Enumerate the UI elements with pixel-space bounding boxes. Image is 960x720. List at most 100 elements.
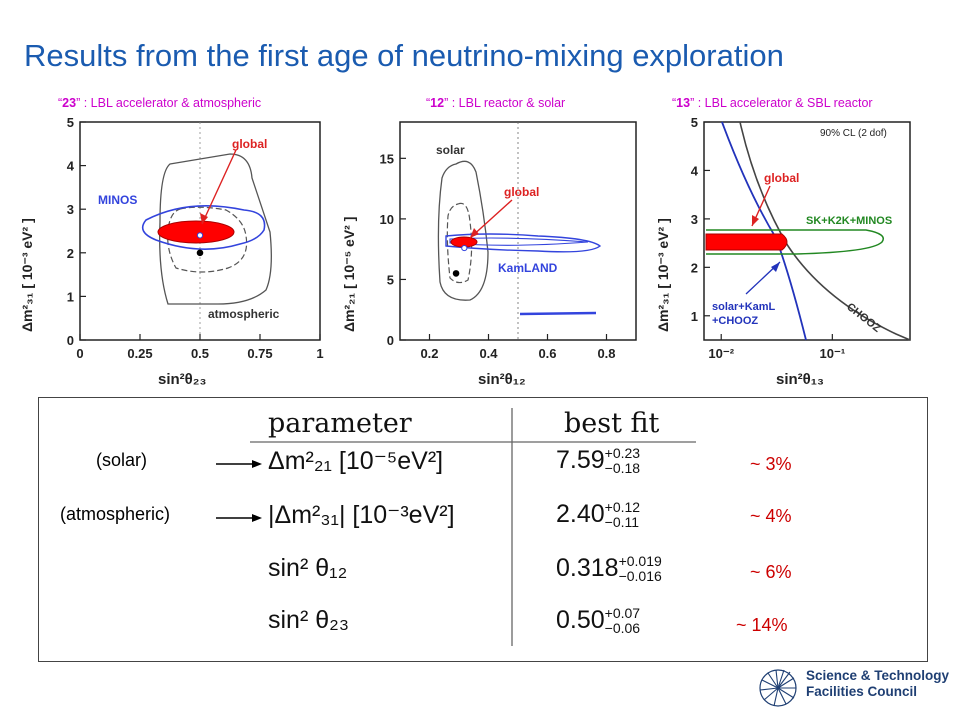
ticks: 0.2 0.4 0.6 0.8 0 5 10 15 [380,151,616,361]
annotation-solar-kaml-chooz: solar+KamL +CHOOZ [712,301,776,327]
y-tick-label-3: 3 [67,202,74,217]
subtitle-12: “12” : LBL reactor & solar [426,96,566,110]
value-base: 0.50 [556,606,605,634]
y-tick-label-4: 5 [691,115,698,130]
annotation-sk-k2k-minos: SK+K2K+MINOS [806,215,892,227]
solar-inner-contour [446,202,473,284]
y-tick-label-5: 5 [67,115,74,130]
subtitle-23: “23” : LBL accelerator & atmospheric [58,96,262,110]
row-label-1: (atmospheric) [60,504,171,524]
value-base: 0.318 [556,554,619,582]
value-lower-error: −0.016 [618,568,662,585]
annotation-global: global [504,185,539,199]
x-tick-label-2: 0.5 [191,346,209,361]
value-error: +0.23 −0.18 [605,446,640,476]
plot-frame [703,121,911,341]
x-tick-label-1: 0.25 [127,346,152,361]
y-tick-label-0: 1 [691,309,698,324]
kamland-inner-contour [449,237,589,246]
subtitle-13: “13” : LBL accelerator & SBL reactor [672,96,873,110]
parameter-table: parameter best fit [250,400,696,640]
table-param-1: |Δm²₃₁| [10⁻³eV²] [268,501,455,529]
x-tick-label-0: 0.2 [420,346,438,361]
slide-title: Results from the first age of neutrino-m… [24,38,784,73]
logo-line2: Facilities Council [806,684,918,699]
table-value-3: 0.50 +0.07 −0.06 [556,606,640,636]
value-upper-error: +0.07 [604,605,641,622]
kamland-band [519,311,597,316]
x-axis-label: sin²θ₂₃ [158,371,206,388]
annotation-atmospheric: atmospheric [208,307,280,321]
x-tick-label-0: 10⁻² [708,346,734,361]
point-global [461,244,468,252]
x-axis-label: sin²θ₁₂ [478,371,526,388]
annotation-solar-kaml-line1: solar+KamL [712,301,776,313]
precision-0: ~ 3% [750,454,792,474]
solar-kaml-arrowhead [771,262,780,272]
stfc-logo [742,664,952,710]
value-error: +0.019 −0.016 [619,554,662,584]
chart-theta23: 0 0.25 0.5 0.75 1 0 1 2 3 4 5 global MINOS atmosph… [19,115,324,388]
chart-theta13: 10⁻² 10⁻¹ 1 2 3 4 5 90% CL (2 dof) global SK+K… [655,115,911,388]
y-tick-label-0: 0 [67,333,74,348]
value-upper-error: +0.019 [618,553,662,570]
value-lower-error: −0.18 [604,460,641,477]
x-tick-label-3: 0.75 [247,346,272,361]
x-tick-label-1: 0.4 [479,346,498,361]
y-tick-label-1: 5 [387,272,394,287]
x-tick-label-0: 0 [76,346,83,361]
global-arrow [201,149,237,225]
atmospheric-contour [159,153,272,305]
table-header-parameter: parameter [268,408,412,439]
value-base: 7.59 [556,446,605,474]
y-tick-label-1: 2 [691,260,698,275]
annotation-global: global [232,137,267,151]
table-param-0: Δm²₂₁ [10⁻⁵eV²] [268,447,444,475]
row-arrow-0 [216,460,262,468]
value-base: 2.40 [556,500,605,528]
ticks: 0 0.25 0.5 0.75 1 0 1 2 3 4 5 [67,115,324,361]
x-tick-label-1: 10⁻¹ [820,346,846,361]
minos-contour [141,204,266,250]
y-tick-label-2: 10 [380,212,394,227]
precision-2: ~ 6% [750,562,792,582]
sk-k2k-minos-contour [706,229,884,255]
precision-3: ~ 14% [736,615,788,635]
kamland-contour [445,233,602,253]
value-lower-error: −0.11 [604,514,640,531]
y-tick-label-3: 15 [380,151,394,166]
global-fit-region [705,233,788,251]
chooz-curve [739,121,911,341]
annotation-solar: solar [436,143,465,157]
annotation-global: global [764,171,799,185]
global-arrowhead [200,213,208,224]
logo-line1: Science & Technology [806,668,950,683]
global-fit-region [157,220,235,244]
global-arrowhead [470,228,479,238]
ticks: 10⁻² 10⁻¹ 1 2 3 4 5 [691,115,845,361]
x-axis-label: sin²θ₁₃ [776,371,824,388]
y-tick-label-2: 3 [691,212,698,227]
stfc-logo-text: Science & Technology Facilities Council [806,668,949,700]
value-error: +0.12 −0.11 [605,500,640,530]
marks [196,232,204,257]
table-header-best-fit: best fit [564,408,660,439]
point-global [196,232,204,239]
global-arrowhead [752,215,759,226]
value-lower-error: −0.06 [604,620,641,637]
value-upper-error: +0.23 [604,445,641,462]
stfc-logo-mark [759,669,797,707]
table-value-2: 0.318 +0.019 −0.016 [556,554,662,584]
row-arrow-1 [216,514,262,522]
point-atmospheric [196,249,204,257]
solar-contour [437,160,489,301]
point-solar [452,270,460,277]
table-value-1: 2.40 +0.12 −0.11 [556,500,640,530]
y-axis-label: Δm²₃₁ [ 10⁻³ eV² ] [19,218,35,332]
x-tick-label-4: 1 [316,346,323,361]
y-tick-label-2: 2 [67,246,74,261]
y-tick-label-0: 0 [387,333,394,348]
table-value-0: 7.59 +0.23 −0.18 [556,446,640,476]
